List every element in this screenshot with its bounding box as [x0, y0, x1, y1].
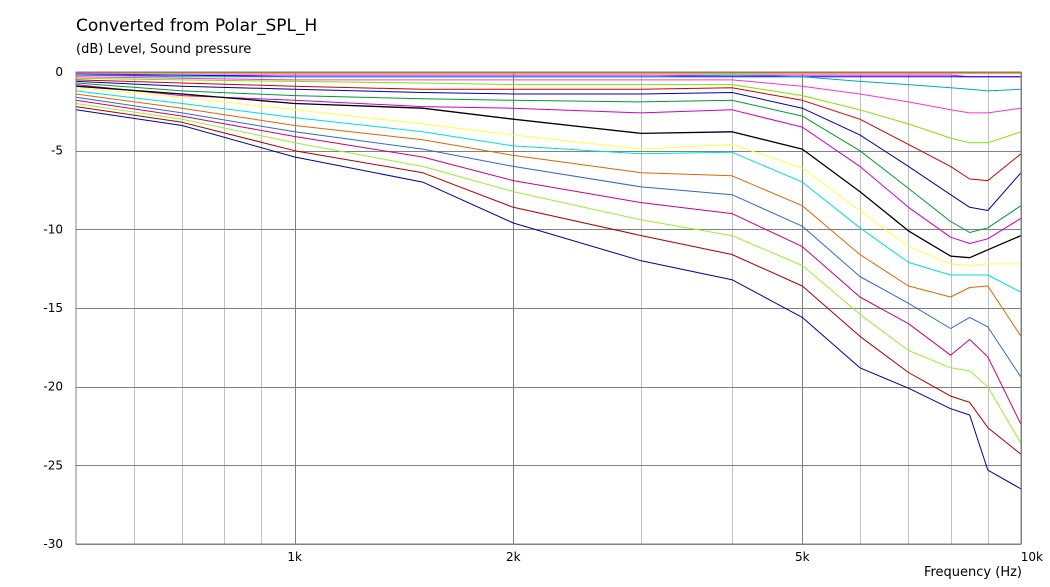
series-line-11	[75, 85, 1022, 259]
y-tick-label: -20	[43, 380, 63, 394]
major-grid	[76, 72, 1022, 545]
x-tick-label: 2k	[506, 550, 521, 564]
x-tick-labels: 1k 2k 5k 10k	[287, 550, 1043, 564]
series-line-16	[75, 99, 1022, 425]
series-line-18	[75, 106, 1022, 455]
series-line-15	[75, 96, 1022, 378]
plot-frame	[75, 71, 1022, 545]
series-line-10	[75, 84, 1022, 244]
series-line-6	[75, 77, 1022, 144]
series-line-8	[75, 80, 1022, 211]
x-tick-label: 1k	[287, 550, 302, 564]
series-line-12	[75, 87, 1021, 266]
y-tick-labels: 0 -5 -10 -15 -20 -25 -30	[43, 65, 63, 551]
series-line-17	[75, 103, 1022, 444]
y-tick-label: -25	[43, 458, 63, 472]
series-line-7	[75, 79, 1022, 182]
y-tick-label: -5	[51, 144, 63, 158]
y-tick-label: -10	[43, 222, 63, 236]
series-line-14	[75, 93, 1022, 337]
y-tick-label: -15	[43, 301, 63, 315]
x-axis-label: Frequency (Hz)	[923, 565, 1022, 580]
x-tick-label: 10k	[1021, 550, 1043, 564]
series-line-4	[75, 74, 1022, 92]
series-line-13	[75, 90, 1022, 293]
x-tick-label: 5k	[795, 550, 810, 564]
chart-title: Converted from Polar_SPL_H	[76, 16, 318, 36]
series-line-5	[75, 76, 1022, 114]
y-tick-label: -30	[43, 537, 63, 551]
series-line-19	[75, 109, 1022, 490]
y-axis-label: (dB) Level, Sound pressure	[76, 42, 252, 57]
series-layer	[75, 73, 1022, 490]
series-line-9	[75, 82, 1022, 233]
y-tick-label: 0	[55, 65, 63, 79]
